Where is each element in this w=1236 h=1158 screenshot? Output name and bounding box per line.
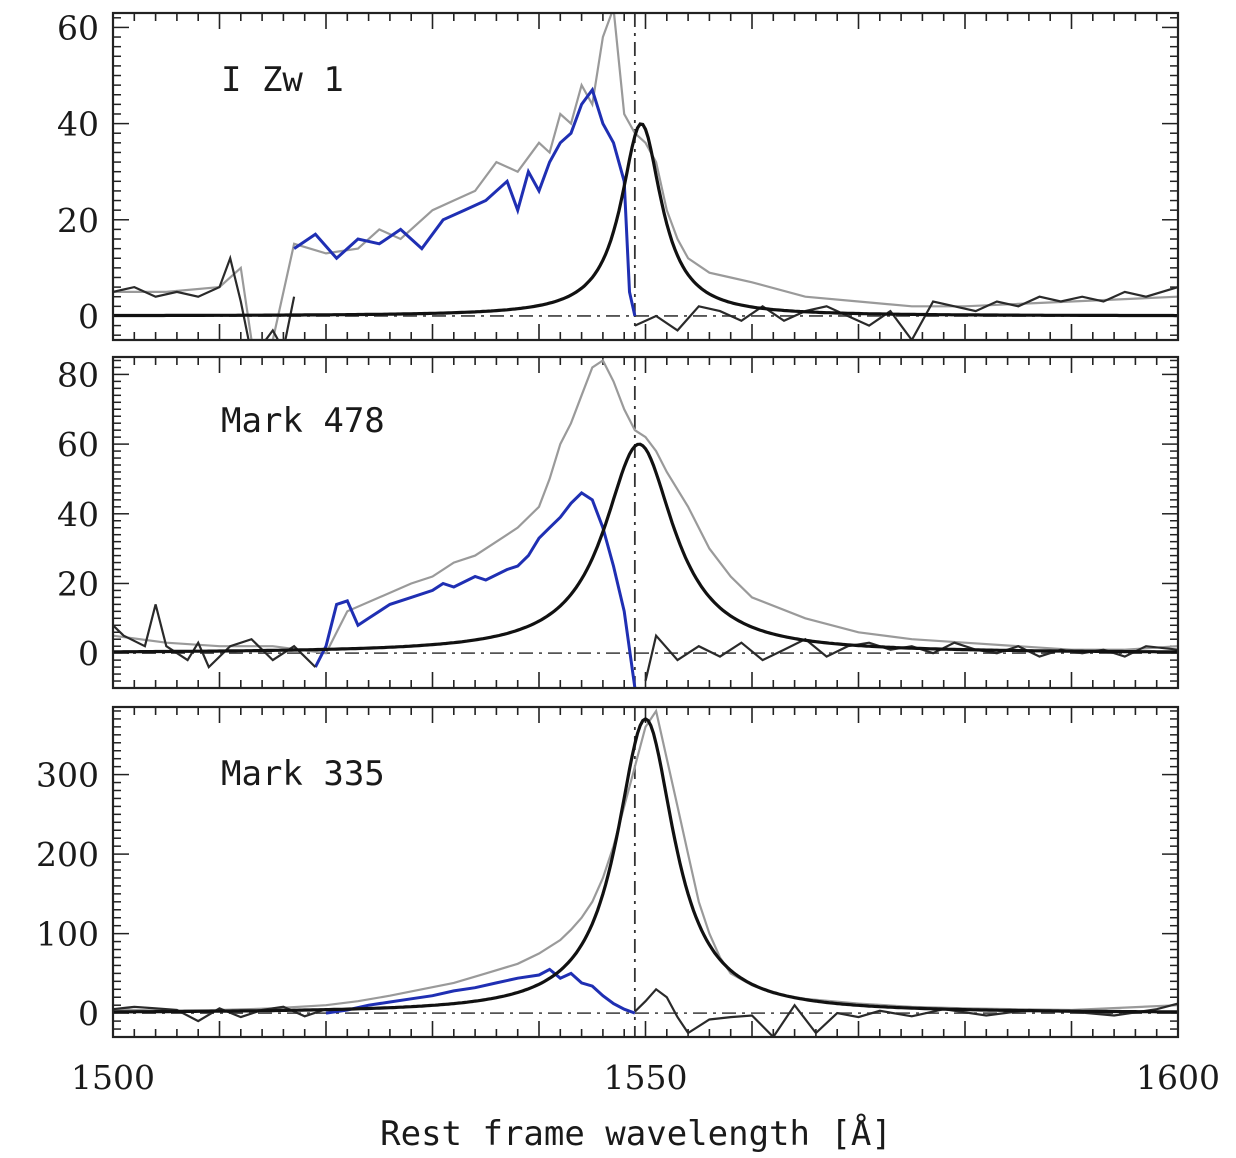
residual-spectrum-line <box>113 604 317 670</box>
residual-spectrum-line <box>634 286 1178 340</box>
panel-label: Mark 335 <box>221 754 385 794</box>
y-tick-label: 100 <box>36 915 99 954</box>
residual-spectrum-line <box>644 633 1178 682</box>
panel-frame <box>111 11 1180 342</box>
blue-wing-line <box>325 967 636 1015</box>
panel-1-plot-area <box>113 13 1178 340</box>
y-tick-label: 0 <box>78 994 99 1033</box>
panel-frame <box>111 705 1180 1039</box>
panel-3-plot-area <box>113 707 1178 1037</box>
lorentzian-model-line <box>113 442 1178 654</box>
y-tick-label: 40 <box>57 495 99 534</box>
y-tick-label: 40 <box>57 105 99 144</box>
panel-3: 0 100 200 300 Mark 335 <box>36 705 1180 1039</box>
y-tick-label: 60 <box>57 8 99 47</box>
y-tick-label: 20 <box>57 564 99 603</box>
x-tick-label: 1550 <box>604 1058 688 1097</box>
panel-1: 0 20 40 60 I Zw 1 <box>57 8 1180 342</box>
blue-wing-line <box>314 490 637 688</box>
x-tick-label: 1500 <box>71 1058 155 1097</box>
blue-wing-line <box>293 86 637 317</box>
x-axis-title: Rest frame wavelength [Å] <box>380 1113 892 1154</box>
panel-label: I Zw 1 <box>221 60 344 100</box>
y-tick-label: 300 <box>36 756 99 795</box>
y-tick-label: 20 <box>57 201 99 240</box>
residual-spectrum-line <box>113 254 296 340</box>
y-tick-label: 200 <box>36 835 99 874</box>
panels-group: 0 20 40 60 I Zw 1 0 20 40 60 80 Mark 478 0 100 200 300… <box>36 8 1220 1097</box>
x-tick-label: 1600 <box>1136 1058 1220 1097</box>
observed-spectrum-line <box>113 13 1178 340</box>
panel-label: Mark 478 <box>221 401 385 441</box>
lorentzian-model-line <box>113 122 1178 318</box>
panel-2: 0 20 40 60 80 Mark 478 <box>57 355 1180 690</box>
lorentzian-model-line <box>113 717 1178 1014</box>
observed-spectrum-line <box>113 358 1178 655</box>
panel-frame <box>111 355 1180 690</box>
y-tick-label: 60 <box>57 425 99 464</box>
y-tick-label: 0 <box>78 634 99 673</box>
panel-2-plot-area <box>113 357 1178 688</box>
y-tick-label: 0 <box>78 297 99 336</box>
y-tick-label: 80 <box>57 355 99 394</box>
